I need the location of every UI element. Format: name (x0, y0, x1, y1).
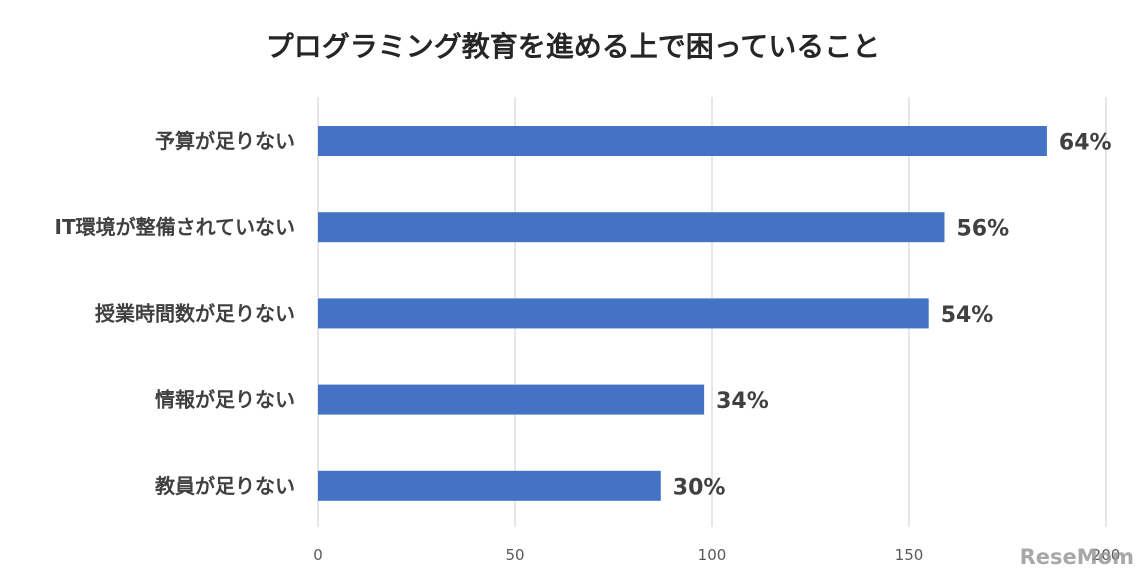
x-tick-label: 0 (313, 546, 323, 564)
x-tick-label: 200 (1092, 546, 1121, 564)
x-tick-label: 150 (895, 546, 924, 564)
category-label: 情報が足りない (155, 388, 295, 412)
chart-title: プログラミング教育を進める上で困っていること (266, 30, 881, 63)
x-tick-label: 100 (698, 546, 727, 564)
data-labels: 64% 56% 54% 34% 30% (673, 131, 1112, 501)
category-labels: 予算が足りない IT環境が整備されていない授業時間数が足りない情報が足りない教員が… (55, 129, 295, 498)
category-label: 授業時間数が足りない (95, 301, 295, 325)
x-tick-label: 50 (505, 546, 524, 564)
category-label: 教員が足りない (155, 474, 295, 498)
category-label: 予算が足りない (155, 129, 295, 153)
data-label: 56% (956, 217, 1009, 242)
bar (318, 126, 1047, 156)
watermark-logo: ReseMom (1020, 545, 1134, 569)
bar (318, 298, 929, 329)
bar (318, 470, 661, 501)
x-axis-tick-labels: 0 50 100 150 200 (313, 546, 1120, 564)
data-label: 34% (716, 389, 769, 414)
data-label: 54% (941, 303, 994, 328)
category-label: IT環境が整備されていない (55, 215, 295, 239)
bar (318, 212, 945, 243)
data-label: 64% (1059, 131, 1112, 156)
data-label: 30% (673, 475, 726, 500)
bars (318, 126, 1047, 501)
bar (318, 384, 705, 415)
